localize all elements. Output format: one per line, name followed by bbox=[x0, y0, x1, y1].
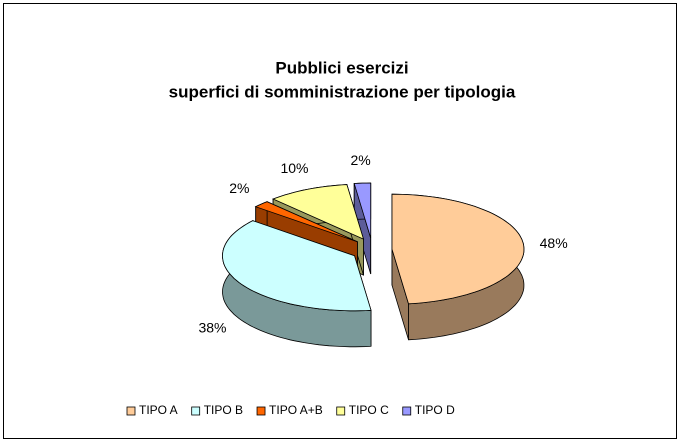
legend-label: TIPO A+B bbox=[269, 403, 323, 417]
legend-swatch bbox=[191, 406, 201, 416]
legend-label: TIPO A bbox=[139, 403, 178, 417]
data-label: 2% bbox=[229, 180, 249, 196]
slice-top bbox=[254, 201, 358, 243]
legend-swatch bbox=[402, 406, 412, 416]
slice-top bbox=[272, 184, 365, 240]
legend-swatch bbox=[256, 406, 266, 416]
pie-slice bbox=[391, 193, 525, 341]
legend-label: TIPO D bbox=[415, 403, 455, 417]
pie-slice bbox=[222, 220, 372, 348]
data-label: 2% bbox=[350, 152, 370, 168]
slice-top bbox=[222, 220, 372, 312]
chart-title: superfici di somministrazione per tipolo… bbox=[169, 82, 516, 101]
data-label: 48% bbox=[540, 235, 568, 251]
legend-swatch bbox=[336, 406, 346, 416]
slice-top bbox=[353, 182, 372, 239]
legend-label: TIPO C bbox=[349, 403, 389, 417]
slice-top bbox=[391, 193, 525, 305]
data-label: 10% bbox=[280, 160, 308, 176]
legend-label: TIPO B bbox=[204, 403, 243, 417]
pie-slice bbox=[353, 182, 372, 275]
chart-title: Pubblici esercizi bbox=[275, 58, 408, 77]
data-label: 38% bbox=[198, 320, 226, 336]
legend-swatch bbox=[126, 406, 136, 416]
